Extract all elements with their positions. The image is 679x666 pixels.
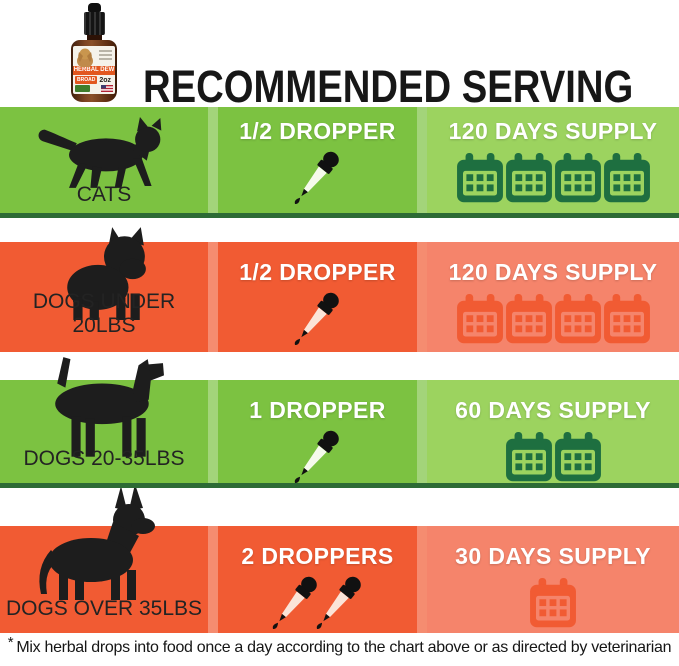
dose-heading: 1/2 DROPPER — [239, 118, 396, 144]
label-green-badge — [75, 85, 90, 92]
calendar-icons — [530, 578, 576, 629]
calendar-icon — [505, 153, 552, 203]
dropper-icons — [294, 426, 339, 494]
dropper-icons — [272, 572, 361, 640]
header: HERBAL DEW BROAD 2oz RECOMMEN — [0, 0, 679, 112]
row-shadow-strip — [0, 213, 679, 218]
calendar-icon — [603, 153, 650, 203]
supply-cell: 60 DAYS SUPPLY — [427, 380, 679, 488]
dose-heading: 1/2 DROPPER — [239, 259, 396, 285]
calendar-icon — [456, 153, 503, 203]
dropper-icon — [294, 151, 339, 204]
dropper-icons — [294, 288, 339, 356]
animal-cell: CATS — [0, 107, 208, 218]
supply-heading: 30 DAYS SUPPLY — [455, 543, 651, 569]
row-shadow-strip — [0, 483, 679, 488]
supply-cell: 120 DAYS SUPPLY — [427, 242, 679, 352]
dropper-cap — [83, 12, 105, 35]
supply-heading: 120 DAYS SUPPLY — [448, 259, 658, 285]
dose-heading: 1 DROPPER — [249, 397, 386, 423]
serving-row-small-dogs: DOGS UNDER 20LBS 1/2 DROPPER 120 DAYS SU… — [0, 227, 679, 352]
calendar-icon — [554, 294, 601, 344]
animal-label: DOGS OVER 35LBS — [5, 597, 203, 620]
terrier-silhouette-icon — [55, 357, 164, 457]
calendar-icon — [505, 294, 552, 344]
dropper-icon — [294, 292, 339, 345]
asterisk-marker: * — [7, 634, 14, 651]
calendar-icon — [554, 153, 601, 203]
row-spacer — [0, 352, 679, 380]
column-divider — [208, 526, 218, 633]
bottle-size: 2oz — [99, 76, 112, 84]
column-divider — [208, 380, 218, 488]
dose-cell: 1 DROPPER — [218, 380, 417, 488]
serving-row-medium-dogs: DOGS 20-35LBS 1 DROPPER 60 DAYS SUPPLY — [0, 357, 679, 488]
calendar-icon — [530, 578, 576, 628]
serving-row-large-dogs: DOGS OVER 35LBS 2 DROPPERS 30 DAYS SUPPL… — [0, 484, 679, 633]
column-divider — [417, 242, 427, 352]
footnote: * Mix herbal drops into food once a day a… — [0, 634, 679, 657]
bottle-label: HERBAL DEW BROAD 2oz — [73, 46, 115, 94]
dose-cell: 1/2 DROPPER — [218, 107, 417, 218]
animal-cell: DOGS UNDER 20LBS — [0, 227, 208, 352]
dose-heading: 2 DROPPERS — [241, 543, 394, 569]
animal-label: CATS — [76, 183, 132, 206]
calendar-icons — [456, 153, 650, 204]
calendar-icon — [603, 294, 650, 344]
footnote-text: Mix herbal drops into food once a day ac… — [16, 639, 672, 656]
animal-label: DOGS 20-35LBS — [23, 447, 185, 470]
column-divider — [417, 526, 427, 633]
dropper-icon — [272, 576, 317, 629]
label-bottom-row — [73, 85, 115, 92]
calendar-icons — [456, 294, 650, 345]
calendar-icon — [554, 432, 601, 482]
dropper-icon — [316, 576, 361, 629]
french-bulldog-silhouette-icon — [67, 227, 146, 320]
product-bottle-image: HERBAL DEW BROAD 2oz — [61, 3, 127, 103]
dropper-icons — [294, 147, 339, 215]
calendar-icons — [505, 432, 601, 483]
dropper-icon — [294, 430, 339, 483]
label-mid-row: BROAD 2oz — [73, 75, 115, 85]
column-divider — [208, 107, 218, 218]
label-fineprint-lines — [99, 50, 112, 62]
column-divider — [417, 107, 427, 218]
usa-flag-icon — [101, 85, 113, 92]
bottle-label-top — [73, 46, 115, 67]
supply-heading: 120 DAYS SUPPLY — [448, 118, 658, 144]
broad-badge: BROAD — [75, 76, 98, 84]
serving-row-cats: CATS 1/2 DROPPER 120 DAYS SUPPLY — [0, 107, 679, 218]
bottle-body: HERBAL DEW BROAD 2oz — [71, 40, 117, 102]
brand-banner: HERBAL DEW — [73, 66, 115, 75]
dose-cell: 1/2 DROPPER — [218, 242, 417, 352]
dose-cell: 2 DROPPERS — [218, 526, 417, 633]
animal-label: DOGS UNDER 20LBS — [32, 290, 176, 337]
footer: * Mix herbal drops into food once a day a… — [0, 633, 679, 666]
page-title: RECOMMENDED SERVING — [143, 61, 634, 113]
cat-silhouette-icon — [38, 117, 162, 189]
supply-cell: 120 DAYS SUPPLY — [427, 107, 679, 218]
label-dog-image — [77, 48, 93, 67]
calendar-icon — [456, 294, 503, 344]
great-dane-silhouette-icon — [39, 484, 155, 600]
calendar-icon — [505, 432, 552, 482]
column-divider — [208, 242, 218, 352]
bottle-neck — [86, 35, 102, 40]
supply-heading: 60 DAYS SUPPLY — [455, 397, 651, 423]
column-divider — [417, 380, 427, 488]
animal-cell: DOGS 20-35LBS — [0, 357, 208, 488]
dropper-bulb — [87, 3, 101, 12]
supply-cell: 30 DAYS SUPPLY — [427, 526, 679, 633]
animal-cell: DOGS OVER 35LBS — [0, 484, 208, 633]
